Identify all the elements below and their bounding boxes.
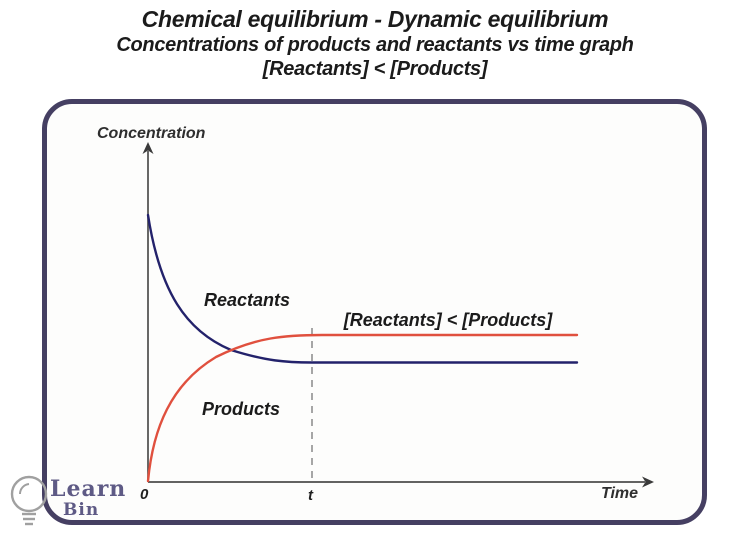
y-axis-arrow-icon xyxy=(142,142,154,154)
equilibrium-annotation: [Reactants] < [Products] xyxy=(343,310,554,330)
logo-learn-text: Learn xyxy=(50,476,127,502)
reactants-curve-label: Reactants xyxy=(204,290,290,310)
time-t-tick-label: t xyxy=(308,487,314,504)
header: Chemical equilibrium - Dynamic equilibri… xyxy=(0,6,750,81)
reactants-curve xyxy=(146,213,579,364)
lightbulb-icon xyxy=(10,475,48,526)
condition-heading: [Reactants] < [Products] xyxy=(262,58,488,80)
page-subtitle: Concentrations of products and reactants… xyxy=(116,34,634,56)
products-curve-label: Products xyxy=(202,399,280,419)
page-title: Chemical equilibrium - Dynamic equilibri… xyxy=(141,6,609,32)
origin-tick-label: 0 xyxy=(140,486,149,503)
logo-text: Learn Bin xyxy=(50,478,126,519)
products-curve xyxy=(146,333,579,483)
y-axis-label: Concentration xyxy=(97,125,206,142)
learnbin-logo: Learn Bin xyxy=(4,468,134,534)
x-axis-label: Time xyxy=(601,485,638,502)
x-axis-arrow-icon xyxy=(642,476,654,488)
logo-bin-text: Bin xyxy=(63,500,100,520)
